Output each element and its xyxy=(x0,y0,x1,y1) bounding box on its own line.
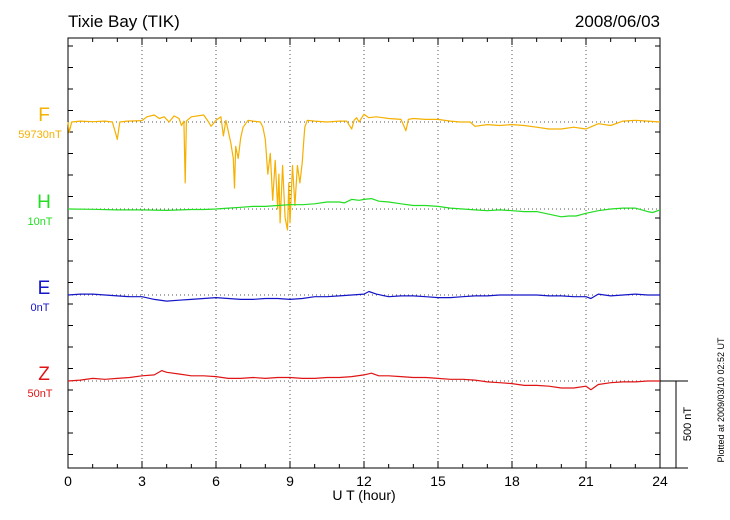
date-label: 2008/06/03 xyxy=(575,12,660,31)
scale-bar-label: 500 nT xyxy=(682,407,694,442)
component-label-e: E xyxy=(38,278,51,299)
x-tick-label: 3 xyxy=(138,473,146,489)
station-title: Tixie Bay (TIK) xyxy=(68,12,180,31)
x-tick-labels: 0 3 6 9 12 15 18 21 24 xyxy=(64,473,668,489)
x-tick-label: 18 xyxy=(504,473,520,489)
x-tick-label: 12 xyxy=(356,473,372,489)
component-label-h: H xyxy=(37,192,51,213)
component-labels: F 59730nT H 10nT E 0nT Z 50nT xyxy=(18,105,62,400)
scale-bar: 500 nT xyxy=(660,380,694,469)
series-layer xyxy=(67,113,661,391)
x-tick-label: 15 xyxy=(430,473,446,489)
component-baseline-z: 50nT xyxy=(27,388,52,400)
axis-ticks xyxy=(67,38,661,468)
x-tick-label: 24 xyxy=(652,473,668,489)
series-line-h xyxy=(67,198,661,218)
x-tick-label: 6 xyxy=(212,473,220,489)
component-baseline-e: 0nT xyxy=(31,302,50,314)
component-label-z: Z xyxy=(38,364,50,385)
component-baseline-f: 59730nT xyxy=(18,129,62,141)
x-axis-label: U T (hour) xyxy=(332,487,395,503)
series-line-f xyxy=(67,113,661,231)
plotted-at-note: Plotted at 2009/03/10 02:52 UT xyxy=(716,337,726,463)
component-baseline-h: 10nT xyxy=(27,216,52,228)
x-tick-label: 0 xyxy=(64,473,72,489)
component-label-f: F xyxy=(38,105,50,126)
grid-lines xyxy=(68,38,660,468)
x-tick-label: 9 xyxy=(286,473,294,489)
series-line-z xyxy=(67,370,660,391)
series-line-e xyxy=(67,290,660,302)
x-tick-label: 21 xyxy=(578,473,594,489)
